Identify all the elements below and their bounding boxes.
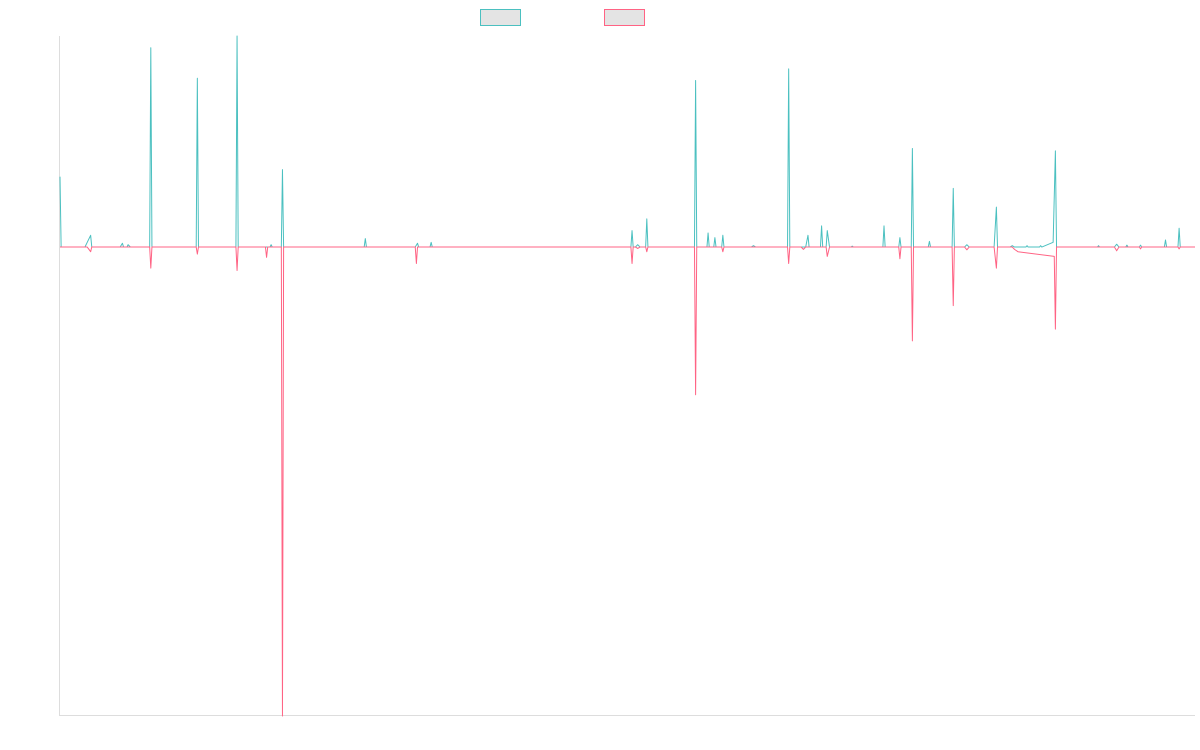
series-line-1: [59, 35, 1195, 248]
legend-swatch-series-1[interactable]: [480, 9, 521, 26]
legend-swatch-series-2[interactable]: [604, 9, 645, 26]
legend[interactable]: [480, 9, 645, 26]
series-layer: [59, 35, 1195, 717]
legend-item-series-2[interactable]: [604, 9, 645, 26]
series-line-2: [60, 246, 1195, 717]
legend-item-series-1[interactable]: [480, 9, 521, 26]
